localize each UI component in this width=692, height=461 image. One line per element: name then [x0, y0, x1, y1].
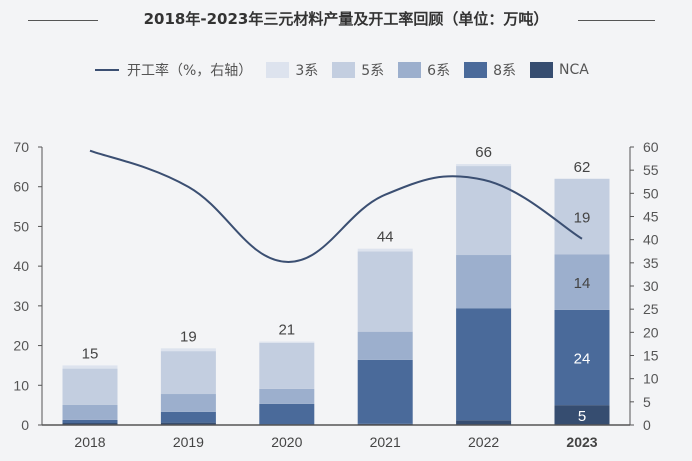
right-tick-label: 50 — [643, 185, 659, 201]
bar-segment-2020-3系 — [259, 341, 315, 343]
legend-swatch — [332, 62, 356, 78]
category-label: 2021 — [370, 434, 401, 450]
legend-label: 6系 — [427, 63, 451, 79]
bar-segment-2019-6系 — [160, 394, 216, 412]
category-label: 2020 — [271, 434, 302, 450]
total-label: 19 — [180, 328, 197, 345]
category-label: 2023 — [566, 434, 597, 450]
segment-label: 24 — [574, 350, 591, 367]
bar-segment-2019-3系 — [160, 348, 216, 352]
legend-swatch — [464, 62, 488, 78]
left-tick-label: 20 — [13, 338, 29, 354]
total-label: 66 — [475, 144, 492, 161]
bar-segment-2018-5系 — [62, 368, 118, 405]
legend-item-line: 开工率（%，右轴） — [95, 60, 252, 80]
left-tick-label: 40 — [13, 258, 29, 274]
bar-segment-2018-NCA — [62, 423, 118, 425]
left-tick-label: 30 — [13, 298, 29, 314]
left-tick-label: 0 — [21, 417, 29, 433]
title-rule-right — [578, 20, 655, 21]
chart-title: 2018年-2023年三元材料产量及开工率回顾（单位：万吨） — [143, 10, 549, 28]
bar-segment-2019-8系 — [160, 411, 216, 423]
legend-label: 开工率（%，右轴） — [127, 63, 253, 79]
legend-line-swatch — [95, 69, 119, 71]
segment-label: 5 — [578, 408, 586, 425]
right-tick-label: 25 — [643, 301, 659, 317]
legend-label: 3系 — [295, 63, 319, 79]
legend-item-6: 6系 — [398, 60, 450, 80]
title-rule-left — [28, 20, 98, 21]
bar-segment-2020-6系 — [259, 388, 315, 404]
bar-segment-2018-6系 — [62, 404, 118, 420]
bar-segment-2021-6系 — [357, 331, 413, 360]
bar-segment-2019-NCA — [160, 422, 216, 425]
total-label: 44 — [377, 229, 394, 246]
legend-swatch — [398, 62, 422, 78]
legend: 开工率（%，右轴） 3系 5系 6系 8系 NCA — [95, 60, 603, 80]
bar-segment-2020-8系 — [259, 403, 315, 425]
bar-segment-2018-8系 — [62, 419, 118, 424]
bar-segment-2023-5系 — [554, 178, 610, 255]
right-tick-label: 40 — [643, 232, 659, 248]
right-tick-label: 60 — [643, 139, 659, 155]
bar-segment-2023-8系 — [554, 309, 610, 406]
legend-item-3: 3系 — [266, 60, 318, 80]
left-tick-label: 70 — [13, 139, 29, 155]
bar-segment-2023-6系 — [554, 254, 610, 310]
bar-segment-2018-3系 — [62, 365, 118, 369]
category-label: 2018 — [74, 434, 105, 450]
right-tick-label: 0 — [643, 417, 651, 433]
bar-segment-2022-6系 — [456, 255, 512, 309]
utilization-line — [89, 149, 583, 263]
bar-segment-2021-3系 — [357, 248, 413, 252]
left-tick-label: 60 — [13, 179, 29, 195]
right-tick-label: 20 — [643, 324, 659, 340]
total-label: 62 — [574, 159, 591, 176]
legend-label: 8系 — [493, 63, 516, 79]
right-tick-label: 10 — [643, 371, 659, 387]
legend-item-nca: NCA — [530, 62, 589, 78]
bar-segment-2021-5系 — [357, 251, 413, 332]
bar-segment-2022-NCA — [456, 420, 512, 425]
right-tick-label: 35 — [643, 255, 659, 271]
category-label: 2022 — [468, 434, 499, 450]
right-tick-label: 15 — [643, 348, 659, 364]
bar-segment-2020-5系 — [259, 342, 315, 389]
legend-swatch — [530, 62, 553, 78]
left-tick-label: 10 — [13, 377, 29, 393]
bar-segment-2021-8系 — [357, 359, 413, 424]
total-label: 21 — [278, 322, 295, 339]
left-tick-label: 50 — [13, 218, 29, 234]
bar-segment-2022-3系 — [456, 164, 512, 167]
segment-label: 19 — [574, 210, 591, 227]
total-label: 15 — [82, 345, 99, 362]
legend-item-8: 8系 — [464, 60, 516, 80]
legend-swatch — [266, 62, 290, 78]
legend-label: 5系 — [361, 63, 385, 79]
segment-label: 14 — [574, 275, 591, 292]
bar-segment-2019-5系 — [160, 351, 216, 395]
right-tick-label: 55 — [643, 162, 659, 178]
category-label: 2019 — [173, 434, 204, 450]
right-tick-label: 30 — [643, 278, 659, 294]
right-tick-label: 5 — [643, 394, 651, 410]
bar-segment-2023-NCA — [554, 405, 610, 425]
bar-segment-2022-8系 — [456, 308, 512, 421]
legend-label: NCA — [559, 62, 589, 78]
legend-item-5: 5系 — [332, 60, 384, 80]
right-tick-label: 45 — [643, 209, 659, 225]
